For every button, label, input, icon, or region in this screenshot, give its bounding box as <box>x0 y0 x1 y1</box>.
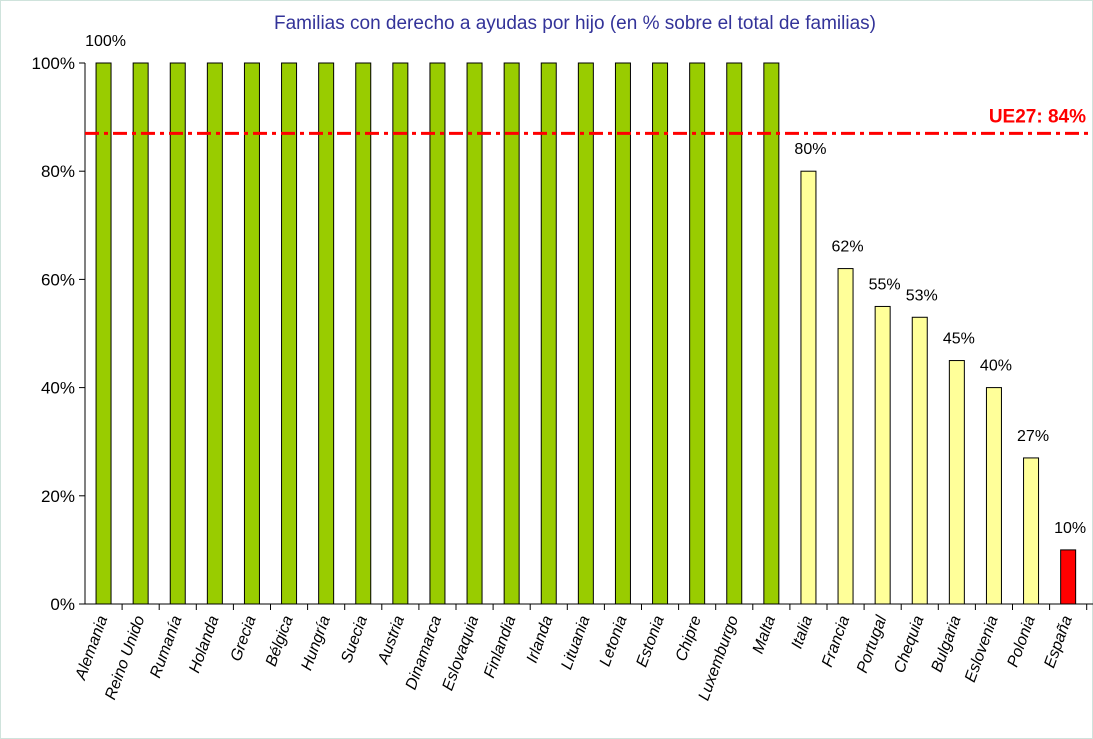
y-tick-label: 60% <box>41 270 75 289</box>
value-label: 80% <box>794 141 826 158</box>
value-label: 40% <box>980 358 1012 375</box>
value-label: 10% <box>1054 520 1086 537</box>
bar <box>95 62 112 605</box>
bar <box>318 62 335 605</box>
bar <box>874 305 891 605</box>
y-tick-label: 40% <box>41 379 75 398</box>
reference-label: UE27: 84% <box>989 106 1086 127</box>
bar <box>169 62 186 605</box>
bar <box>503 62 520 605</box>
y-tick-label: 20% <box>41 487 75 506</box>
value-label: 45% <box>943 331 975 348</box>
bar <box>132 62 149 605</box>
value-label: 27% <box>1017 428 1049 445</box>
bar <box>726 62 743 605</box>
bar <box>689 62 706 605</box>
bar <box>429 62 446 605</box>
bar <box>577 62 594 605</box>
bar <box>392 62 409 605</box>
bar <box>1060 549 1077 605</box>
bar <box>614 62 631 605</box>
bar <box>800 170 817 605</box>
chart-title: Familias con derecho a ayudas por hijo (… <box>274 13 876 34</box>
bar <box>243 62 260 605</box>
bar <box>911 316 928 605</box>
y-tick-label: 80% <box>41 162 75 181</box>
value-label: 100% <box>85 33 126 50</box>
bar <box>206 62 223 605</box>
bar <box>466 62 483 605</box>
bar <box>948 360 965 605</box>
bar <box>837 268 854 605</box>
value-label: 53% <box>906 287 938 304</box>
value-label: 55% <box>869 276 901 293</box>
bar <box>281 62 298 605</box>
value-label: 62% <box>832 239 864 256</box>
bar <box>540 62 557 605</box>
bar <box>763 62 780 605</box>
bar <box>652 62 669 605</box>
bar <box>355 62 372 605</box>
bar <box>1023 457 1040 605</box>
bar <box>985 387 1002 605</box>
y-tick-label: 0% <box>50 595 75 614</box>
y-tick-label: 100% <box>32 54 75 73</box>
